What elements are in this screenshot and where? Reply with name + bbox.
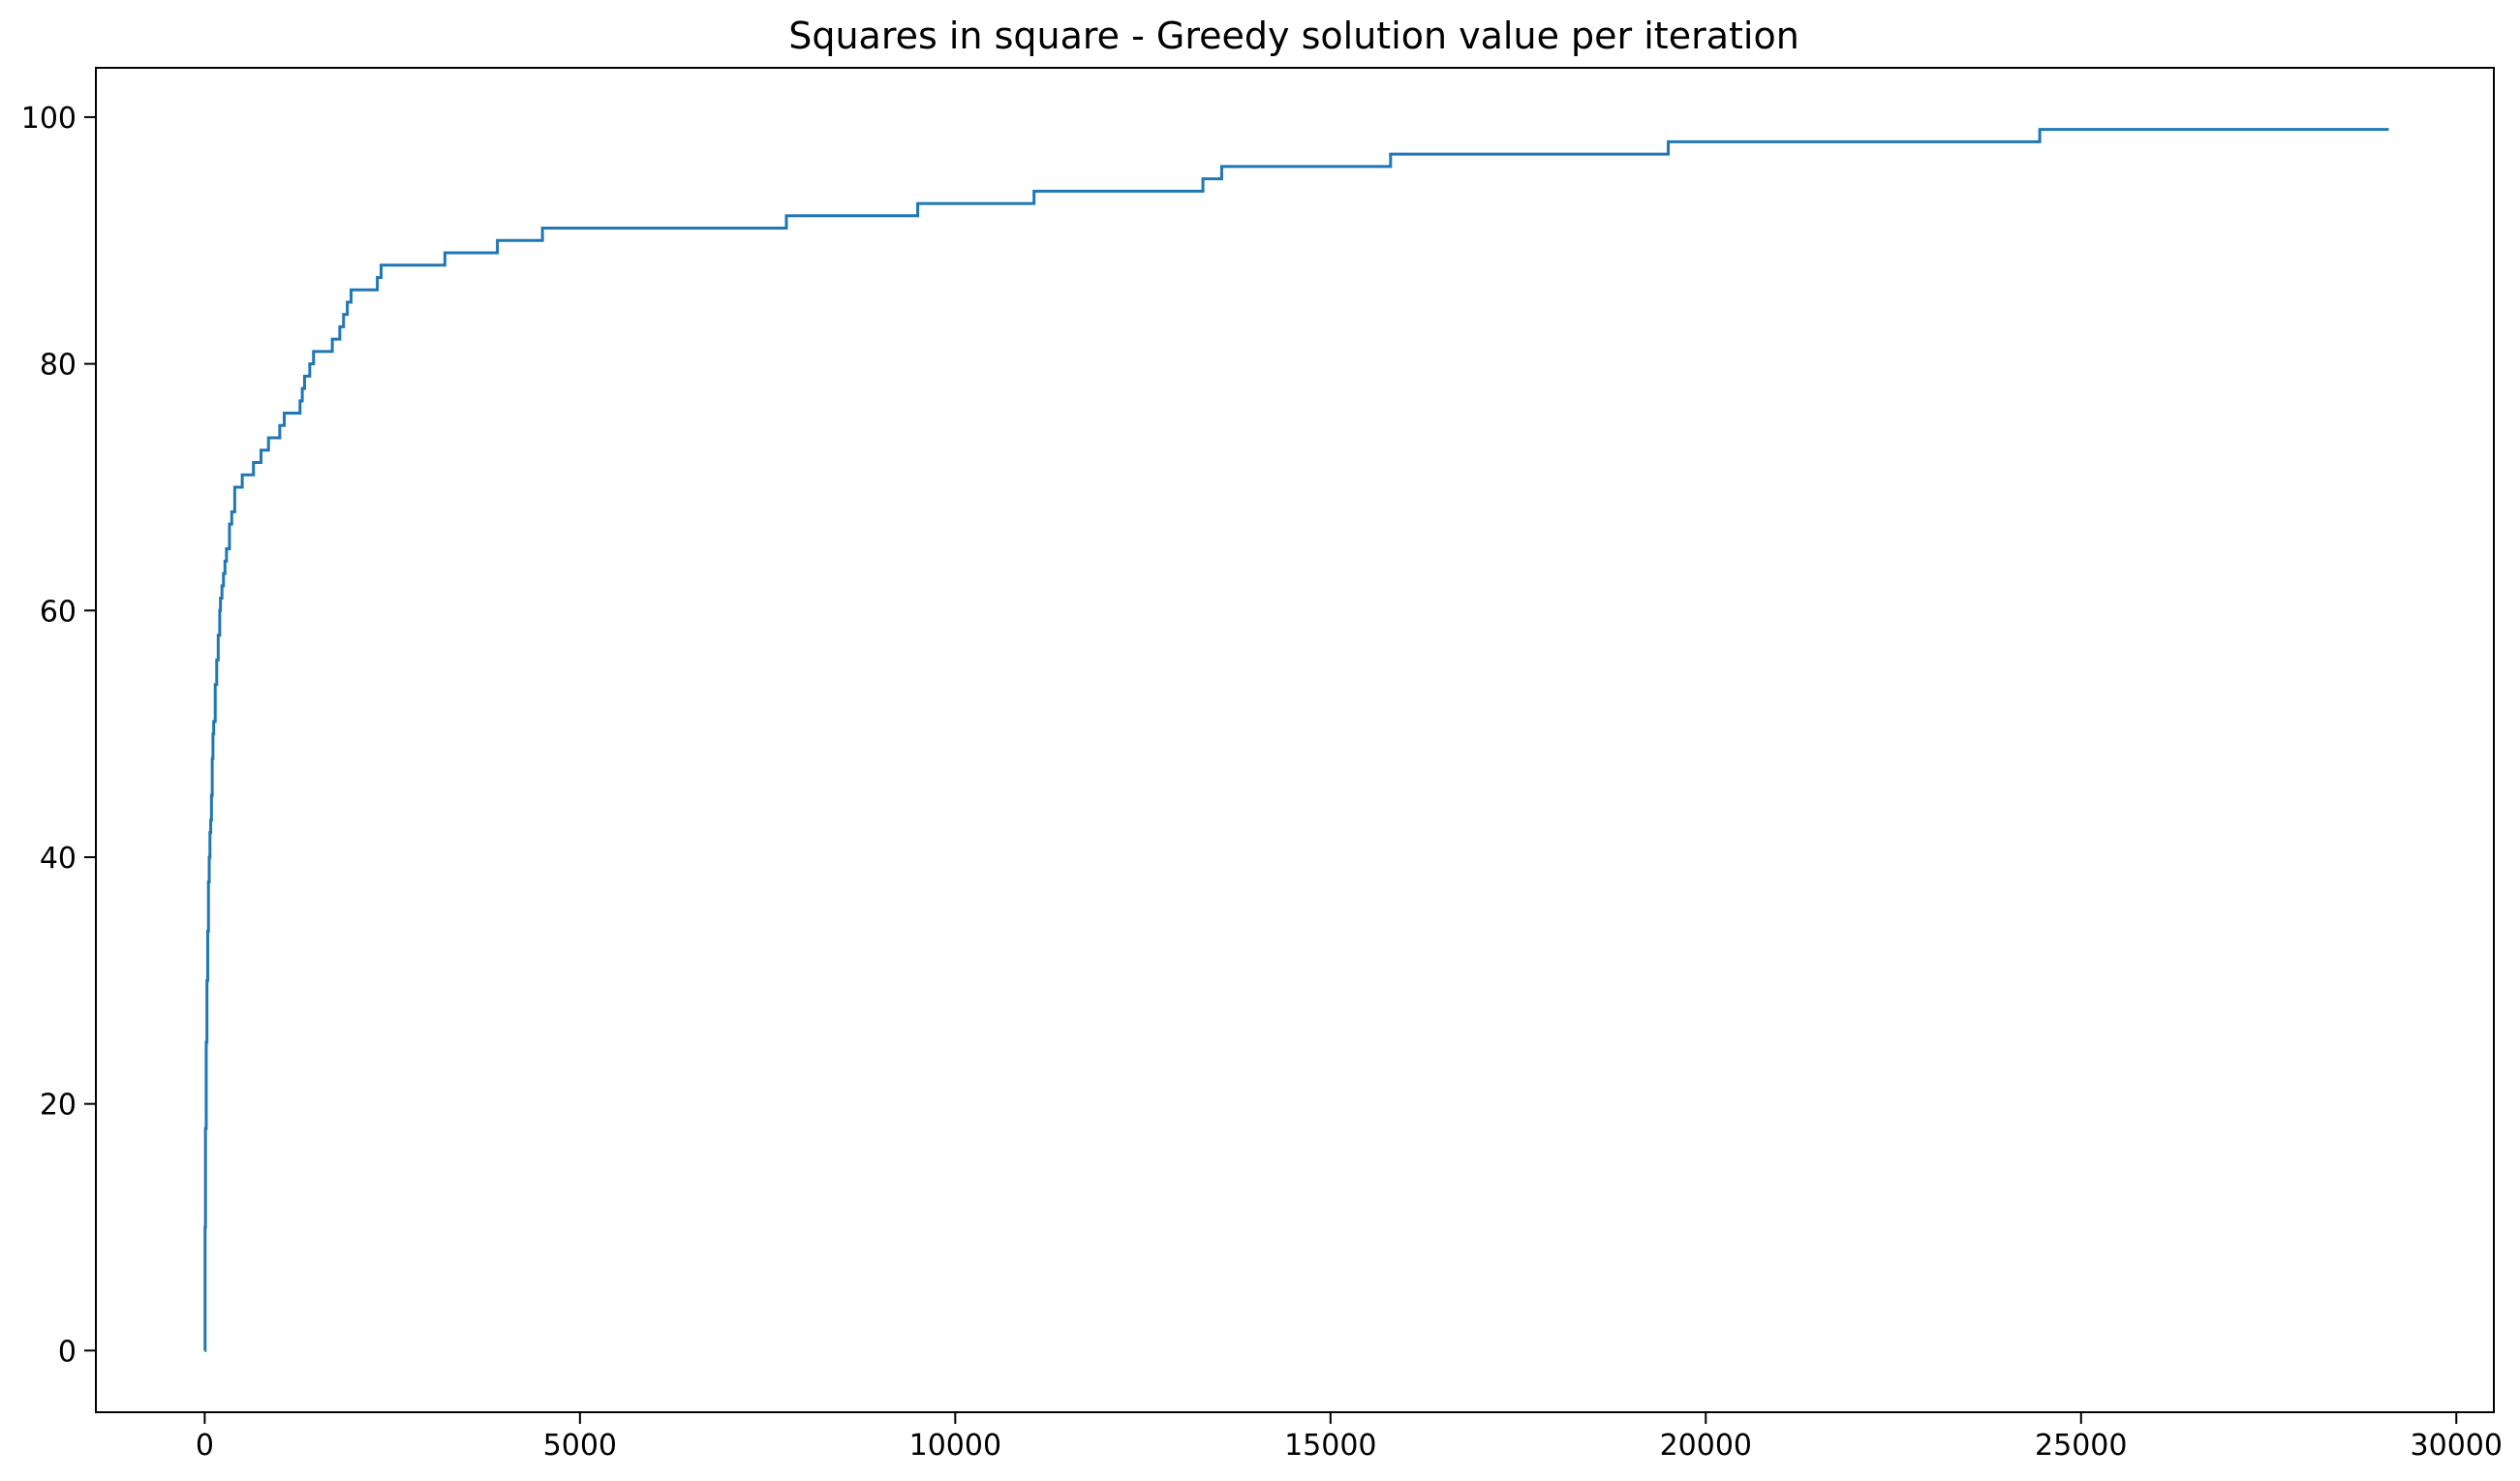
plot-frame xyxy=(95,67,2495,1413)
x-tick-label: 30000 xyxy=(2411,1429,2503,1463)
x-tick-label: 5000 xyxy=(543,1429,617,1463)
series-line xyxy=(203,128,2389,1352)
x-axis: 0 5000 10000 15000 20000 25000 30000 xyxy=(196,1412,2503,1463)
y-tick-label: 60 xyxy=(40,595,77,629)
y-tick-label: 20 xyxy=(40,1089,77,1123)
chart-title: Squares in square - Greedy solution valu… xyxy=(788,15,1799,57)
y-axis: 0 20 40 60 80 100 xyxy=(21,102,96,1369)
y-tick-label: 0 xyxy=(58,1335,77,1369)
y-tick-label: 40 xyxy=(40,842,77,876)
x-tick-label: 0 xyxy=(196,1429,214,1463)
y-tick-label: 80 xyxy=(40,349,77,383)
series-layer xyxy=(203,128,2389,1352)
x-tick-label: 25000 xyxy=(2035,1429,2127,1463)
x-tick-label: 20000 xyxy=(1660,1429,1752,1463)
y-tick-label: 100 xyxy=(21,102,77,136)
x-tick-label: 15000 xyxy=(1284,1429,1376,1463)
x-tick-label: 10000 xyxy=(909,1429,1001,1463)
